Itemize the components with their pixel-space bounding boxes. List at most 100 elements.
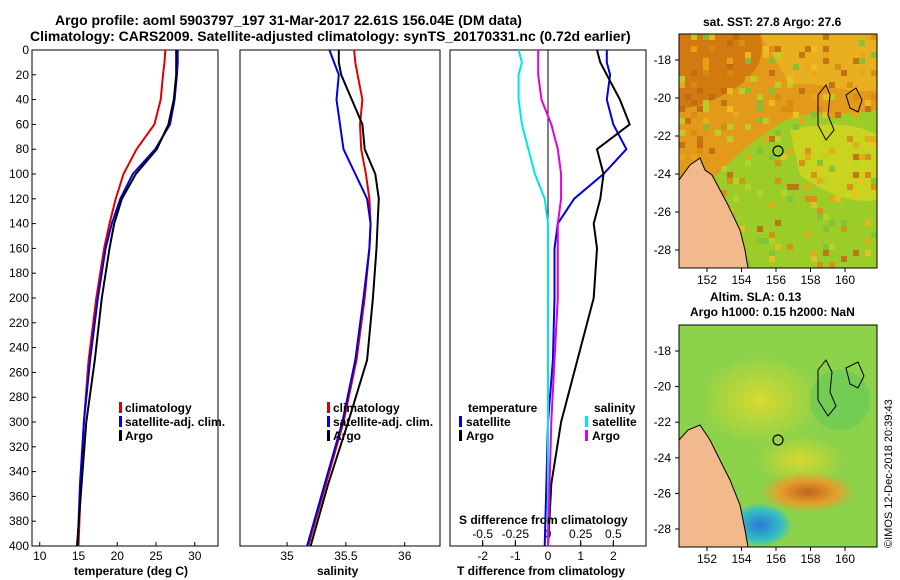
x-tick-label: -1 (510, 549, 521, 563)
sst-pixel (769, 58, 775, 64)
sst-pixel (793, 112, 799, 118)
legend-t-satellite-label: satellite (466, 415, 511, 429)
sst-pixel (709, 34, 715, 40)
sst-pixel (739, 40, 745, 46)
sst-pixel (727, 58, 733, 64)
sla-peak-region (760, 472, 856, 512)
sst-pixel (811, 94, 817, 100)
depth-tick-label: 400 (9, 539, 29, 553)
sst-pixel (811, 202, 817, 208)
legend-salinity-title: salinity (594, 401, 636, 415)
legend-satellite-label: satellite-adj. clim. (333, 415, 433, 429)
sst-pixel (679, 118, 685, 124)
legend-climatology-label: climatology (333, 401, 400, 415)
sst-pixel (697, 142, 703, 148)
sst-pixel (727, 172, 733, 178)
sst-pixel (727, 136, 733, 142)
sst-pixel (775, 82, 781, 88)
sst-pixel (679, 82, 685, 88)
sst-pixel (823, 250, 829, 256)
sst-pixel (811, 196, 817, 202)
sst-pixel (865, 34, 871, 40)
sla-map-title2: Argo h1000: 0.15 h2000: NaN (690, 305, 855, 319)
sst-pixel (811, 172, 817, 178)
sst-pixel (769, 256, 775, 262)
sst-pixel (823, 154, 829, 160)
sst-pixel (727, 106, 733, 112)
sst-pixel (811, 46, 817, 52)
sst-pixel (721, 166, 727, 172)
series-climatology (307, 49, 372, 547)
lon-tick-label: 158 (800, 273, 820, 287)
lon-tick-label: 152 (697, 552, 717, 566)
depth-tick-label: 220 (9, 316, 29, 330)
sst-pixel (781, 106, 787, 112)
salinity-difference-xlabel: S difference from climatology (459, 513, 628, 527)
sst-pixel (853, 172, 859, 178)
x-tick-label: 25 (149, 549, 163, 563)
depth-tick-label: 60 (16, 117, 30, 131)
sst-pixel (853, 112, 859, 118)
sst-pixel (829, 82, 835, 88)
sst-pixel (817, 214, 823, 220)
sst-pixel (751, 76, 757, 82)
s-tick-label: -0.5 (472, 527, 493, 541)
salinity-panel: 35 35.5 36 salinity climatology satellite-… (239, 49, 441, 578)
sst-pixel (823, 214, 829, 220)
sst-pixel (805, 148, 811, 154)
sst-pixel (727, 70, 733, 76)
sst-pixel (763, 118, 769, 124)
reef-outline-top (817, 84, 835, 141)
sst-pixel (769, 46, 775, 52)
depth-tick-label: 380 (9, 514, 29, 528)
series-salinity-satellite (517, 49, 549, 546)
sst-pixel (679, 106, 685, 112)
sst-pixel (859, 70, 865, 76)
legend-t-satellite-swatch (459, 416, 462, 427)
lat-tick-label: -24 (654, 451, 672, 465)
sst-pixel (727, 64, 733, 70)
sst-pixel (799, 160, 805, 166)
legend-argo-swatch (327, 430, 330, 441)
sst-pixel (769, 154, 775, 160)
sst-map-frame (678, 33, 878, 269)
sst-pixel (745, 76, 751, 82)
imos-timestamp: ©IMOS 12-Dec-2018 20:39:43 (883, 399, 895, 548)
sst-pixel (829, 220, 835, 226)
sst-pixel (787, 196, 793, 202)
difference-legend-temperature: temperature satellite Argo (459, 401, 538, 443)
sst-pixel (871, 142, 877, 148)
temperature-legend: climatology satellite-adj. clim. Argo (119, 401, 225, 443)
sst-pixel (703, 64, 709, 70)
sst-pixel (787, 100, 793, 106)
series-temperature-satellite (543, 50, 628, 547)
lon-tick-label: 158 (800, 552, 820, 566)
sst-pixel (745, 58, 751, 64)
sst-pixel (823, 226, 829, 232)
sst-pixel (769, 232, 775, 238)
sst-pixel (871, 232, 877, 238)
depth-tick-label: 120 (9, 192, 29, 206)
sst-pixel (775, 220, 781, 226)
sst-pixel (745, 160, 751, 166)
sst-pixel (679, 130, 685, 136)
depth-tick-label: 300 (9, 415, 29, 429)
sst-pixel (853, 250, 859, 256)
salinity-legend: climatology satellite-adj. clim. Argo (327, 401, 433, 443)
lat-tick-label: -28 (654, 522, 672, 536)
lon-tick-label: 160 (835, 552, 855, 566)
sst-pixel (859, 52, 865, 58)
lat-tick-label: -24 (654, 167, 672, 181)
argo-location-marker-bottom (772, 434, 784, 446)
sst-pixel (829, 244, 835, 250)
figure-title-line2: Climatology: CARS2009. Satellite-adjuste… (30, 28, 631, 44)
sst-pixel (799, 118, 805, 124)
x-tick-label: 30 (188, 549, 202, 563)
sst-pixel (727, 88, 733, 94)
legend-climatology-swatch (119, 402, 122, 413)
sst-pixel (691, 130, 697, 136)
sst-pixel (787, 184, 793, 190)
lat-tick-label: -28 (654, 243, 672, 257)
s-tick-label: -0.25 (502, 527, 530, 541)
sst-pixel (763, 238, 769, 244)
